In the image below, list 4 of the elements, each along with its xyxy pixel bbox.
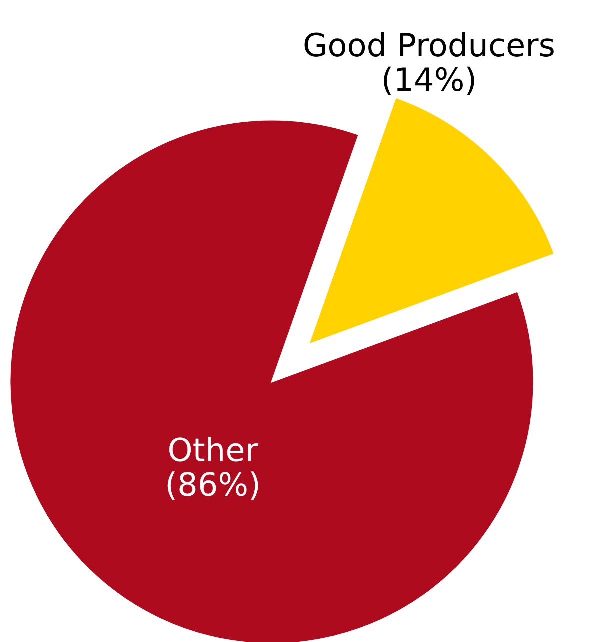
slice-label: Good Producers	[304, 32, 554, 57]
data-label: (14%)	[384, 66, 474, 96]
slice-label: Other	[169, 437, 258, 462]
data-label: (86%)	[168, 472, 258, 500]
